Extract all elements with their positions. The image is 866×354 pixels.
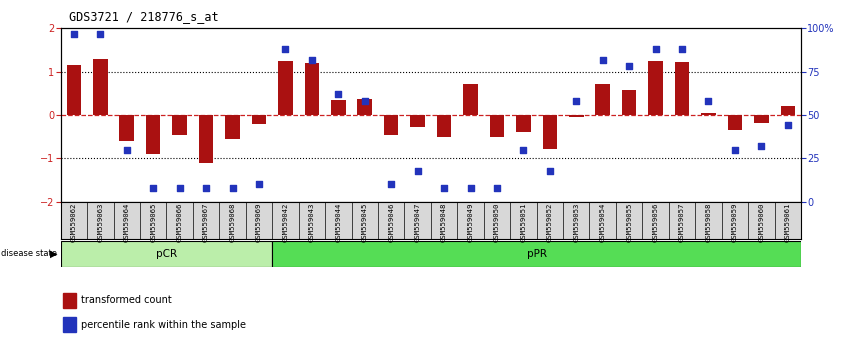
- Text: GSM559068: GSM559068: [229, 203, 236, 242]
- Point: [701, 98, 715, 104]
- Point: [332, 91, 346, 97]
- Text: GSM559043: GSM559043: [309, 203, 315, 242]
- Text: ▶: ▶: [50, 249, 58, 259]
- Text: GSM559047: GSM559047: [415, 203, 421, 242]
- Point: [463, 185, 477, 191]
- Bar: [199, 115, 213, 163]
- Text: GSM559063: GSM559063: [97, 203, 103, 242]
- Text: GSM559067: GSM559067: [203, 203, 209, 242]
- Text: pPR: pPR: [527, 249, 546, 259]
- Point: [437, 185, 451, 191]
- Bar: [225, 115, 240, 139]
- Text: GSM559044: GSM559044: [335, 203, 341, 242]
- Point: [754, 143, 768, 149]
- Point: [649, 46, 662, 52]
- Bar: [516, 115, 531, 132]
- Text: GSM559061: GSM559061: [785, 203, 791, 242]
- Bar: [596, 84, 610, 115]
- Text: GSM559055: GSM559055: [626, 203, 632, 242]
- Text: pCR: pCR: [156, 249, 177, 259]
- Bar: [675, 62, 689, 115]
- Bar: [145, 115, 160, 154]
- Bar: [63, 293, 76, 308]
- Text: GSM559046: GSM559046: [388, 203, 394, 242]
- Point: [120, 147, 133, 153]
- Text: GSM559050: GSM559050: [494, 203, 500, 242]
- Text: GSM559066: GSM559066: [177, 203, 183, 242]
- Bar: [278, 61, 293, 115]
- Bar: [410, 115, 425, 127]
- Bar: [569, 115, 584, 117]
- Point: [94, 31, 107, 36]
- Text: GSM559045: GSM559045: [362, 203, 368, 242]
- Bar: [61, 241, 272, 267]
- Point: [67, 31, 81, 36]
- Text: GSM559065: GSM559065: [150, 203, 156, 242]
- Text: transformed count: transformed count: [81, 295, 172, 305]
- Text: GSM559057: GSM559057: [679, 203, 685, 242]
- Bar: [67, 65, 81, 115]
- Bar: [272, 241, 801, 267]
- Bar: [358, 98, 372, 115]
- Text: GSM559052: GSM559052: [546, 203, 553, 242]
- Text: percentile rank within the sample: percentile rank within the sample: [81, 320, 247, 330]
- Point: [675, 46, 689, 52]
- Bar: [120, 115, 134, 141]
- Point: [781, 122, 795, 128]
- Bar: [331, 100, 346, 115]
- Point: [596, 57, 610, 62]
- Bar: [305, 63, 319, 115]
- Point: [516, 147, 530, 153]
- Bar: [489, 115, 504, 137]
- Bar: [780, 105, 795, 115]
- Bar: [701, 113, 716, 115]
- Point: [410, 168, 424, 173]
- Bar: [649, 61, 662, 115]
- Text: GSM559058: GSM559058: [706, 203, 712, 242]
- Bar: [252, 115, 266, 124]
- Bar: [727, 115, 742, 130]
- Text: disease state: disease state: [1, 250, 57, 258]
- Bar: [463, 84, 478, 115]
- Point: [172, 185, 186, 191]
- Text: GSM559049: GSM559049: [468, 203, 474, 242]
- Text: GSM559053: GSM559053: [573, 203, 579, 242]
- Text: GSM559051: GSM559051: [520, 203, 527, 242]
- Bar: [543, 115, 557, 149]
- Bar: [384, 115, 398, 135]
- Point: [385, 182, 398, 187]
- Text: GSM559042: GSM559042: [282, 203, 288, 242]
- Text: GSM559062: GSM559062: [71, 203, 77, 242]
- Bar: [172, 115, 187, 135]
- Point: [623, 64, 637, 69]
- Point: [569, 98, 583, 104]
- Text: GSM559069: GSM559069: [256, 203, 262, 242]
- Text: GSM559054: GSM559054: [600, 203, 605, 242]
- Point: [490, 185, 504, 191]
- Point: [199, 185, 213, 191]
- Bar: [93, 59, 107, 115]
- Text: GSM559064: GSM559064: [124, 203, 130, 242]
- Text: GDS3721 / 218776_s_at: GDS3721 / 218776_s_at: [69, 10, 219, 23]
- Point: [728, 147, 742, 153]
- Point: [252, 182, 266, 187]
- Point: [543, 168, 557, 173]
- Bar: [63, 318, 76, 332]
- Point: [358, 98, 372, 104]
- Point: [279, 46, 293, 52]
- Text: GSM559056: GSM559056: [653, 203, 659, 242]
- Point: [225, 185, 239, 191]
- Bar: [436, 115, 451, 137]
- Text: GSM559059: GSM559059: [732, 203, 738, 242]
- Text: GSM559048: GSM559048: [441, 203, 447, 242]
- Bar: [754, 115, 769, 123]
- Bar: [622, 90, 637, 115]
- Point: [305, 57, 319, 62]
- Point: [146, 185, 160, 191]
- Text: GSM559060: GSM559060: [759, 203, 765, 242]
